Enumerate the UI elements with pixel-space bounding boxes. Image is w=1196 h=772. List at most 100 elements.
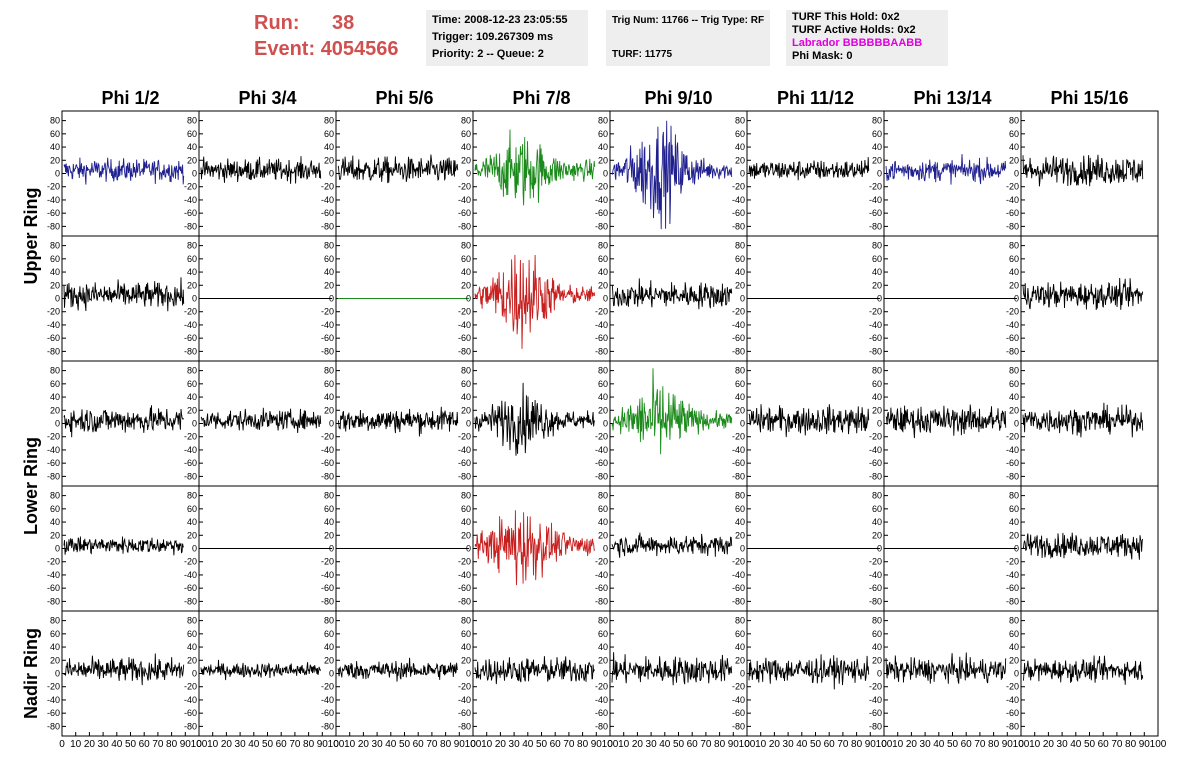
y-tick-label: 0 bbox=[466, 419, 471, 429]
y-tick-label: 20 bbox=[872, 405, 882, 415]
y-tick-label: 60 bbox=[1009, 629, 1019, 639]
waveform-trace bbox=[200, 407, 322, 434]
run-value: 38 bbox=[332, 12, 355, 34]
y-tick-label: -80 bbox=[47, 346, 60, 356]
y-tick-label: 40 bbox=[872, 267, 882, 277]
y-tick-label: -40 bbox=[595, 570, 608, 580]
y-tick-label: -80 bbox=[321, 346, 334, 356]
waveform-trace bbox=[200, 156, 322, 184]
y-tick-label: 40 bbox=[50, 267, 60, 277]
y-tick-label: -40 bbox=[321, 195, 334, 205]
y-tick-label: -60 bbox=[184, 708, 197, 718]
y-tick-label: -60 bbox=[732, 208, 745, 218]
y-tick-label: 40 bbox=[50, 517, 60, 527]
y-tick-label: 60 bbox=[187, 504, 197, 514]
y-tick-label: -80 bbox=[47, 471, 60, 481]
y-tick-label: -60 bbox=[869, 208, 882, 218]
waveform-trace bbox=[63, 157, 185, 185]
ring-label: Upper Ring bbox=[21, 188, 41, 285]
y-tick-label: -60 bbox=[458, 583, 471, 593]
x-tick-label: 0 bbox=[59, 739, 65, 750]
y-tick-label: 20 bbox=[598, 405, 608, 415]
x-tick-label: 100 bbox=[191, 739, 208, 750]
y-tick-label: 80 bbox=[324, 241, 334, 251]
y-tick-label: 20 bbox=[324, 155, 334, 165]
x-tick-label: 30 bbox=[509, 739, 521, 750]
y-tick-label: -20 bbox=[184, 557, 197, 567]
y-tick-label: -40 bbox=[732, 695, 745, 705]
y-tick-label: -40 bbox=[321, 320, 334, 330]
x-tick-label: 60 bbox=[139, 739, 151, 750]
x-tick-label: 70 bbox=[837, 739, 849, 750]
x-tick-label: 50 bbox=[399, 739, 411, 750]
waveform-trace bbox=[885, 652, 1007, 684]
y-tick-label: 60 bbox=[187, 129, 197, 139]
y-tick-label: -80 bbox=[1006, 721, 1019, 731]
y-tick-label: -60 bbox=[47, 333, 60, 343]
y-tick-label: -40 bbox=[595, 195, 608, 205]
y-tick-label: -40 bbox=[458, 320, 471, 330]
waveform-trace bbox=[63, 653, 185, 686]
y-tick-label: 40 bbox=[461, 392, 471, 402]
y-tick-label: 20 bbox=[1009, 655, 1019, 665]
y-tick-label: -40 bbox=[1006, 445, 1019, 455]
y-tick-label: 60 bbox=[598, 504, 608, 514]
y-tick-label: 0 bbox=[329, 419, 334, 429]
y-tick-label: -60 bbox=[1006, 708, 1019, 718]
x-tick-label: 40 bbox=[933, 739, 945, 750]
waveform-trace bbox=[748, 157, 870, 181]
y-tick-label: -60 bbox=[732, 708, 745, 718]
y-tick-label: 80 bbox=[872, 491, 882, 501]
x-tick-label: 50 bbox=[125, 739, 137, 750]
waveform-trace bbox=[611, 652, 733, 686]
run-label: Run: bbox=[254, 12, 300, 34]
y-tick-label: 40 bbox=[50, 142, 60, 152]
y-tick-label: -20 bbox=[1006, 182, 1019, 192]
y-tick-label: -20 bbox=[595, 432, 608, 442]
y-tick-label: 80 bbox=[324, 116, 334, 126]
y-tick-label: 60 bbox=[1009, 379, 1019, 389]
y-tick-label: -20 bbox=[869, 557, 882, 567]
y-tick-label: 20 bbox=[735, 530, 745, 540]
y-tick-label: 40 bbox=[324, 642, 334, 652]
y-tick-label: 20 bbox=[461, 530, 471, 540]
y-tick-label: -20 bbox=[458, 557, 471, 567]
waveform-trace bbox=[63, 405, 185, 438]
y-tick-label: 60 bbox=[50, 379, 60, 389]
y-tick-label: 40 bbox=[1009, 517, 1019, 527]
y-tick-label: -40 bbox=[458, 695, 471, 705]
y-tick-label: 20 bbox=[735, 155, 745, 165]
event-value: 4054566 bbox=[320, 38, 399, 60]
x-tick-label: 80 bbox=[577, 739, 589, 750]
y-tick-label: -60 bbox=[1006, 458, 1019, 468]
x-tick-label: 90 bbox=[865, 739, 877, 750]
y-tick-label: 0 bbox=[1014, 294, 1019, 304]
y-tick-label: 20 bbox=[735, 405, 745, 415]
y-tick-label: 40 bbox=[187, 267, 197, 277]
trig-num-text: Trig Num: 11766 -- Trig Type: RF bbox=[612, 15, 765, 26]
y-tick-label: 20 bbox=[50, 655, 60, 665]
x-tick-label: 10 bbox=[892, 739, 904, 750]
labrador-text: Labrador BBBBBBAABB bbox=[792, 37, 923, 49]
y-tick-label: -60 bbox=[869, 708, 882, 718]
y-tick-label: -80 bbox=[184, 596, 197, 606]
y-tick-label: 80 bbox=[50, 616, 60, 626]
y-tick-label: 20 bbox=[50, 155, 60, 165]
y-tick-label: 80 bbox=[187, 616, 197, 626]
event-line: Event: 4054566 bbox=[254, 36, 399, 62]
x-tick-label: 70 bbox=[974, 739, 986, 750]
y-tick-label: 0 bbox=[192, 544, 197, 554]
waveform-trace bbox=[474, 254, 596, 349]
y-tick-label: -60 bbox=[732, 333, 745, 343]
x-tick-label: 80 bbox=[714, 739, 726, 750]
y-tick-label: 80 bbox=[598, 616, 608, 626]
y-tick-label: -80 bbox=[1006, 596, 1019, 606]
y-tick-label: -80 bbox=[458, 471, 471, 481]
panel-frame bbox=[609, 610, 748, 737]
y-tick-label: 20 bbox=[1009, 405, 1019, 415]
y-tick-label: 40 bbox=[1009, 142, 1019, 152]
x-tick-label: 70 bbox=[1111, 739, 1123, 750]
y-tick-label: 40 bbox=[50, 392, 60, 402]
y-tick-label: 60 bbox=[735, 629, 745, 639]
y-tick-label: -60 bbox=[47, 208, 60, 218]
